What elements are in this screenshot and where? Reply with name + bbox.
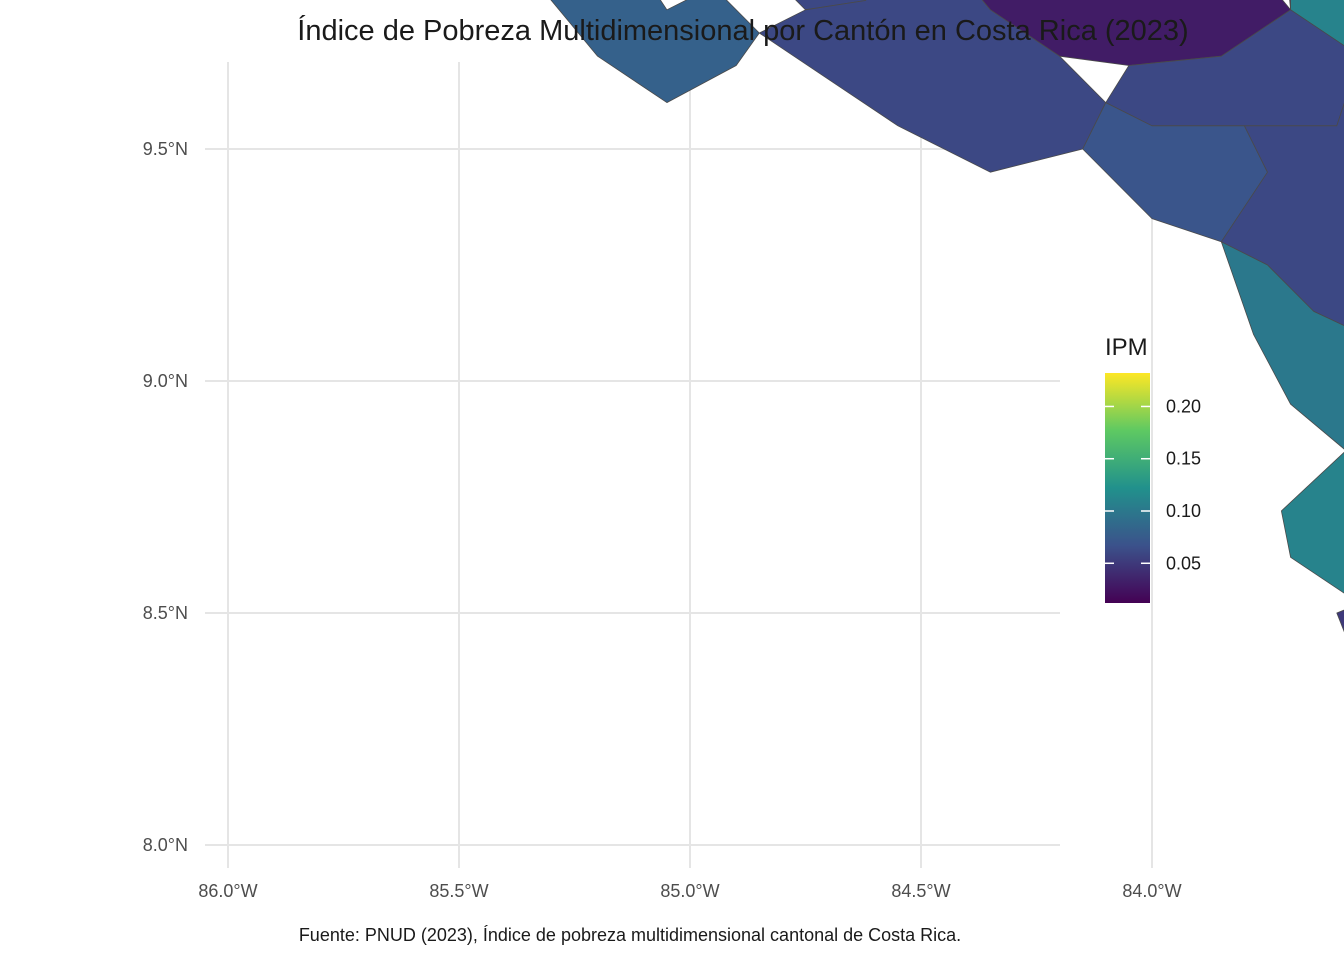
canton-osa-southwest [1336, 609, 1344, 633]
x-tick-label: 84.0°W [1122, 881, 1181, 901]
y-tick-label: 8.5°N [143, 603, 188, 623]
canton-osa-north [1220, 241, 1344, 450]
x-tick-label: 86.0°W [198, 881, 257, 901]
legend-tick-label: 0.15 [1166, 449, 1201, 469]
x-tick-label: 85.0°W [660, 881, 719, 901]
canton-perez-zeledon [1220, 102, 1344, 327]
legend-title: IPM [1105, 334, 1148, 361]
legend-tick-label: 0.20 [1166, 396, 1201, 416]
map-gridlines [205, 62, 1153, 868]
map-title: Índice de Pobreza Multidimensional por C… [297, 14, 1188, 47]
map-caption: Fuente: PNUD (2023), Índice de pobreza m… [299, 925, 961, 945]
x-tick-label: 85.5°W [429, 881, 488, 901]
legend-ticks: 0.05 0.10 0.15 0.20 [1105, 396, 1201, 573]
y-tick-label: 9.5°N [143, 139, 188, 159]
canton-polygons [550, 0, 1344, 633]
legend-tick-label: 0.05 [1166, 553, 1201, 573]
canton-osa-peninsula [1281, 451, 1344, 594]
legend-tick-label: 0.10 [1166, 501, 1201, 521]
legend: IPM 0.05 0.10 0.15 0.20 [1105, 334, 1201, 603]
legend-colorbar [1105, 373, 1150, 603]
canton-nicoya-2 [550, 0, 760, 103]
y-tick-label: 8.0°N [143, 835, 188, 855]
y-tick-label: 9.0°N [143, 371, 188, 391]
x-axis-ticks: 86.0°W85.5°W85.0°W84.5°W84.0°W83.5°W83.0… [198, 881, 1181, 901]
canton-pacific-central-coast [758, 0, 1107, 173]
y-axis-ticks: 8.0°N8.5°N9.0°N9.5°N10.0°N10.5°N11.0°N [143, 139, 188, 855]
x-tick-label: 84.5°W [891, 881, 950, 901]
